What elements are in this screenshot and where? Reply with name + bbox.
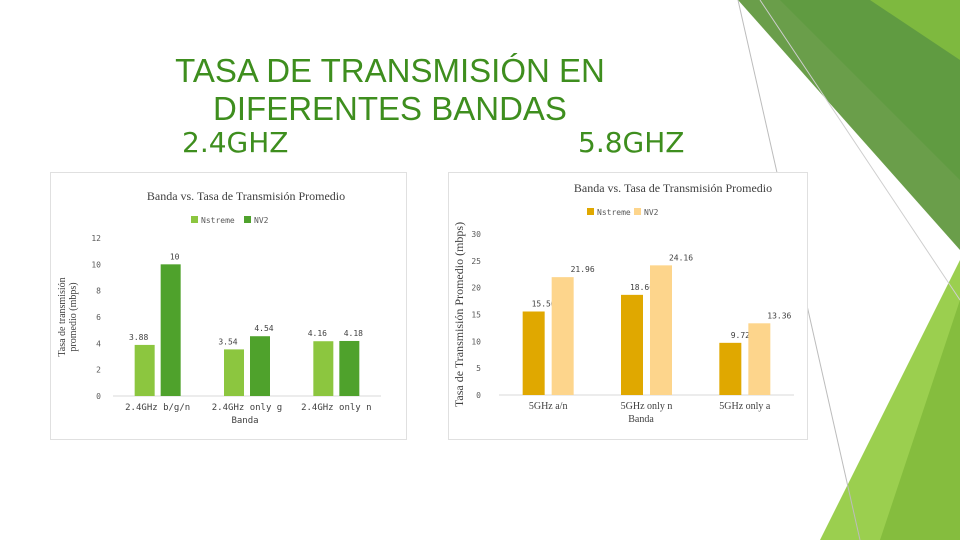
- bar-nv2: [339, 340, 360, 396]
- bar-nv2: [650, 265, 672, 395]
- chart-panel-5-8ghz: Banda vs. Tasa de Transmisión Promedio Ns…: [448, 172, 808, 440]
- data-label: 24.16: [669, 253, 693, 262]
- y-tick-label: 20: [471, 284, 481, 293]
- data-label: 4.16: [308, 329, 327, 338]
- legend-swatch-nv2: [244, 216, 251, 223]
- x-tick-label: 2.4GHz only g: [212, 403, 282, 413]
- subtitle-2-4ghz: 2.4GHZ: [182, 126, 289, 159]
- y-tick-label: 12: [91, 234, 101, 243]
- chart-title: Banda vs. Tasa de Transmisión Promedio: [574, 181, 772, 195]
- chart-5-8ghz: Banda vs. Tasa de Transmisión Promedio Ns…: [452, 181, 794, 425]
- chart-panel-2-4ghz: Banda vs. Tasa de Transmisión Promedio Ns…: [50, 172, 407, 440]
- bar-nstreme: [224, 349, 244, 396]
- data-label: 18.66: [630, 283, 654, 292]
- deco-triangle-light-2: [880, 300, 960, 540]
- y-tick-label: 6: [96, 313, 101, 322]
- x-tick-label: 5GHz only n: [621, 401, 673, 412]
- y-tick-label: 8: [96, 287, 101, 296]
- legend-swatch-nstreme: [587, 208, 594, 215]
- deco-triangle-dark-2: [780, 0, 960, 180]
- data-label: 3.88: [129, 333, 148, 342]
- y-tick-label: 25: [471, 257, 481, 266]
- deco-triangle-top: [870, 0, 960, 60]
- chart-title: Banda vs. Tasa de Transmisión Promedio: [147, 189, 345, 203]
- deco-line-2: [759, 0, 960, 301]
- legend-swatch-nv2: [634, 208, 641, 215]
- bar-nstreme: [719, 342, 742, 395]
- y-tick-label: 30: [471, 230, 481, 239]
- slide-title: TASA DE TRANSMISIÓN EN DIFERENTES BANDAS: [175, 52, 605, 127]
- data-label: 9.72: [731, 331, 750, 340]
- data-label: 10: [170, 252, 180, 261]
- x-axis-title: Banda: [628, 414, 654, 425]
- x-tick-label: 2.4GHz b/g/n: [125, 403, 190, 413]
- legend-label-nv2: NV2: [644, 208, 659, 217]
- bar-nv2: [748, 323, 771, 395]
- y-axis-title: promedio (mbps): [68, 282, 79, 351]
- data-label: 21.96: [571, 265, 595, 274]
- data-label: 4.18: [344, 329, 363, 338]
- data-label: 15.56: [532, 299, 556, 308]
- legend-label-nstreme: Nstreme: [201, 216, 235, 225]
- bar-nv2: [160, 264, 181, 396]
- data-label: 13.36: [767, 311, 791, 320]
- subtitle-5-8ghz: 5.8GHZ: [578, 126, 685, 159]
- bar-nv2: [250, 336, 270, 396]
- y-tick-label: 10: [471, 337, 481, 346]
- y-axis-title: Tasa de Transmisión Promedio (mbps): [452, 222, 466, 407]
- legend-label-nv2: NV2: [254, 216, 269, 225]
- data-label: 3.54: [218, 337, 237, 346]
- y-tick-label: 5: [476, 364, 481, 373]
- bar-nstreme: [313, 341, 334, 396]
- x-tick-label: 2.4GHz only n: [301, 403, 371, 413]
- y-tick-label: 2: [96, 366, 101, 375]
- x-axis-title: Banda: [231, 416, 258, 426]
- y-tick-label: 0: [96, 392, 101, 401]
- x-tick-label: 5GHz a/n: [529, 401, 568, 412]
- y-tick-label: 15: [471, 311, 481, 320]
- legend-swatch-nstreme: [191, 216, 198, 223]
- y-tick-label: 10: [91, 260, 101, 269]
- bar-nstreme: [621, 294, 643, 395]
- y-axis-title: Tasa de transmisión: [57, 277, 68, 356]
- data-label: 4.54: [254, 324, 273, 333]
- chart-2-4ghz: Banda vs. Tasa de Transmisión Promedio Ns…: [57, 189, 381, 426]
- bar-nstreme: [522, 311, 545, 395]
- bar-nv2: [551, 277, 574, 395]
- y-tick-label: 0: [476, 391, 481, 400]
- legend-label-nstreme: Nstreme: [597, 208, 631, 217]
- y-tick-label: 4: [96, 339, 101, 348]
- bar-nstreme: [134, 344, 155, 396]
- x-tick-label: 5GHz only a: [719, 401, 771, 412]
